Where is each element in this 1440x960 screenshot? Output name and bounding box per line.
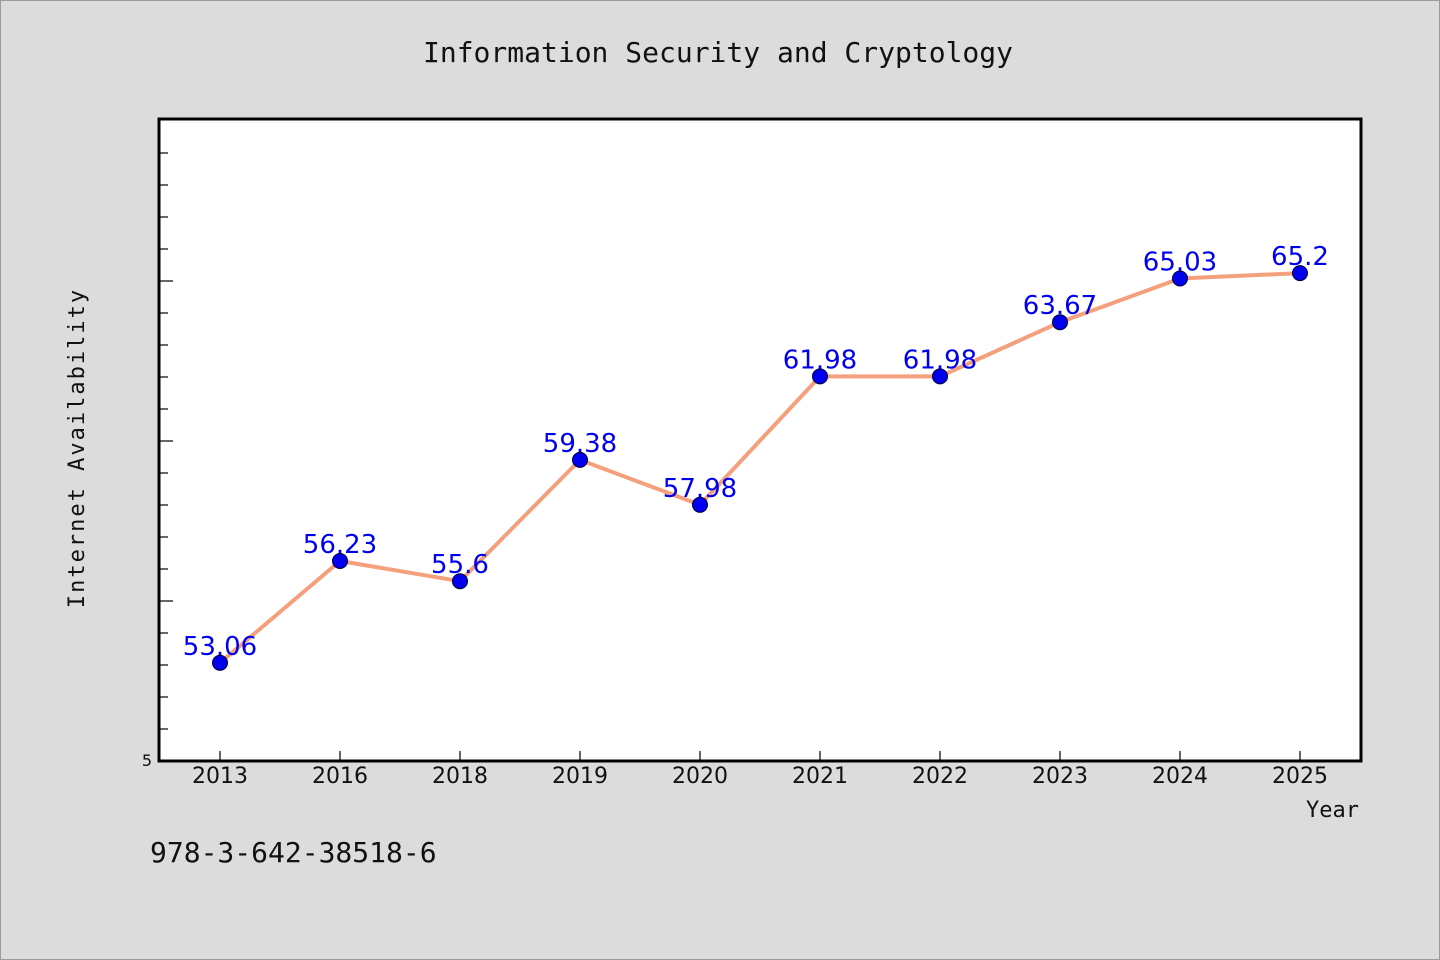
x-tick-label: 2022 (912, 764, 968, 789)
data-point (932, 368, 948, 385)
y-tick-label: 5 (142, 751, 152, 770)
data-point (212, 654, 228, 671)
data-labels: 53.06 56.23 55.6 59.38 57.98 61.98 61.98 63.67 6… (183, 242, 1329, 662)
x-tick-label: 2013 (192, 764, 248, 789)
x-tick-label: 2024 (1152, 764, 1208, 789)
data-point (1292, 265, 1308, 282)
isbn-footer: 978-3-642-38518-6 (150, 836, 437, 869)
data-label: 57.98 (663, 474, 737, 504)
data-label: 56.23 (303, 530, 377, 560)
data-label: 63.67 (1023, 291, 1097, 321)
data-point (1172, 270, 1188, 287)
x-axis-ticks: 2013 2016 2018 2019 2020 2021 2022 2023 2024 2025 (192, 751, 1328, 789)
x-tick-label: 2025 (1272, 764, 1328, 789)
chart-title: Information Security and Cryptology (423, 36, 1013, 69)
y-axis-label: Internet Availability (65, 288, 90, 608)
data-point (812, 368, 828, 385)
x-tick-label: 2020 (672, 764, 728, 789)
data-label: 61.98 (903, 345, 977, 375)
data-point (1052, 314, 1068, 331)
data-markers (212, 265, 1308, 671)
data-point (452, 573, 468, 590)
data-point (572, 451, 588, 468)
data-label: 65.03 (1143, 248, 1217, 278)
x-axis-label: Year (1306, 798, 1359, 823)
data-label: 53.06 (183, 632, 257, 662)
data-point (332, 553, 348, 569)
data-label: 59.38 (543, 429, 617, 459)
data-label: 55.6 (431, 550, 489, 580)
x-tick-label: 2019 (552, 764, 608, 789)
plot-border (157, 117, 1363, 763)
data-label: 61.98 (783, 345, 857, 375)
x-tick-label: 2016 (312, 764, 368, 789)
data-point (692, 496, 708, 513)
x-tick-label: 2023 (1032, 764, 1088, 789)
series-line (218, 271, 1302, 665)
x-tick-label: 2018 (432, 764, 488, 789)
data-label: 65.2 (1271, 242, 1329, 272)
x-tick-label: 2021 (792, 764, 848, 789)
